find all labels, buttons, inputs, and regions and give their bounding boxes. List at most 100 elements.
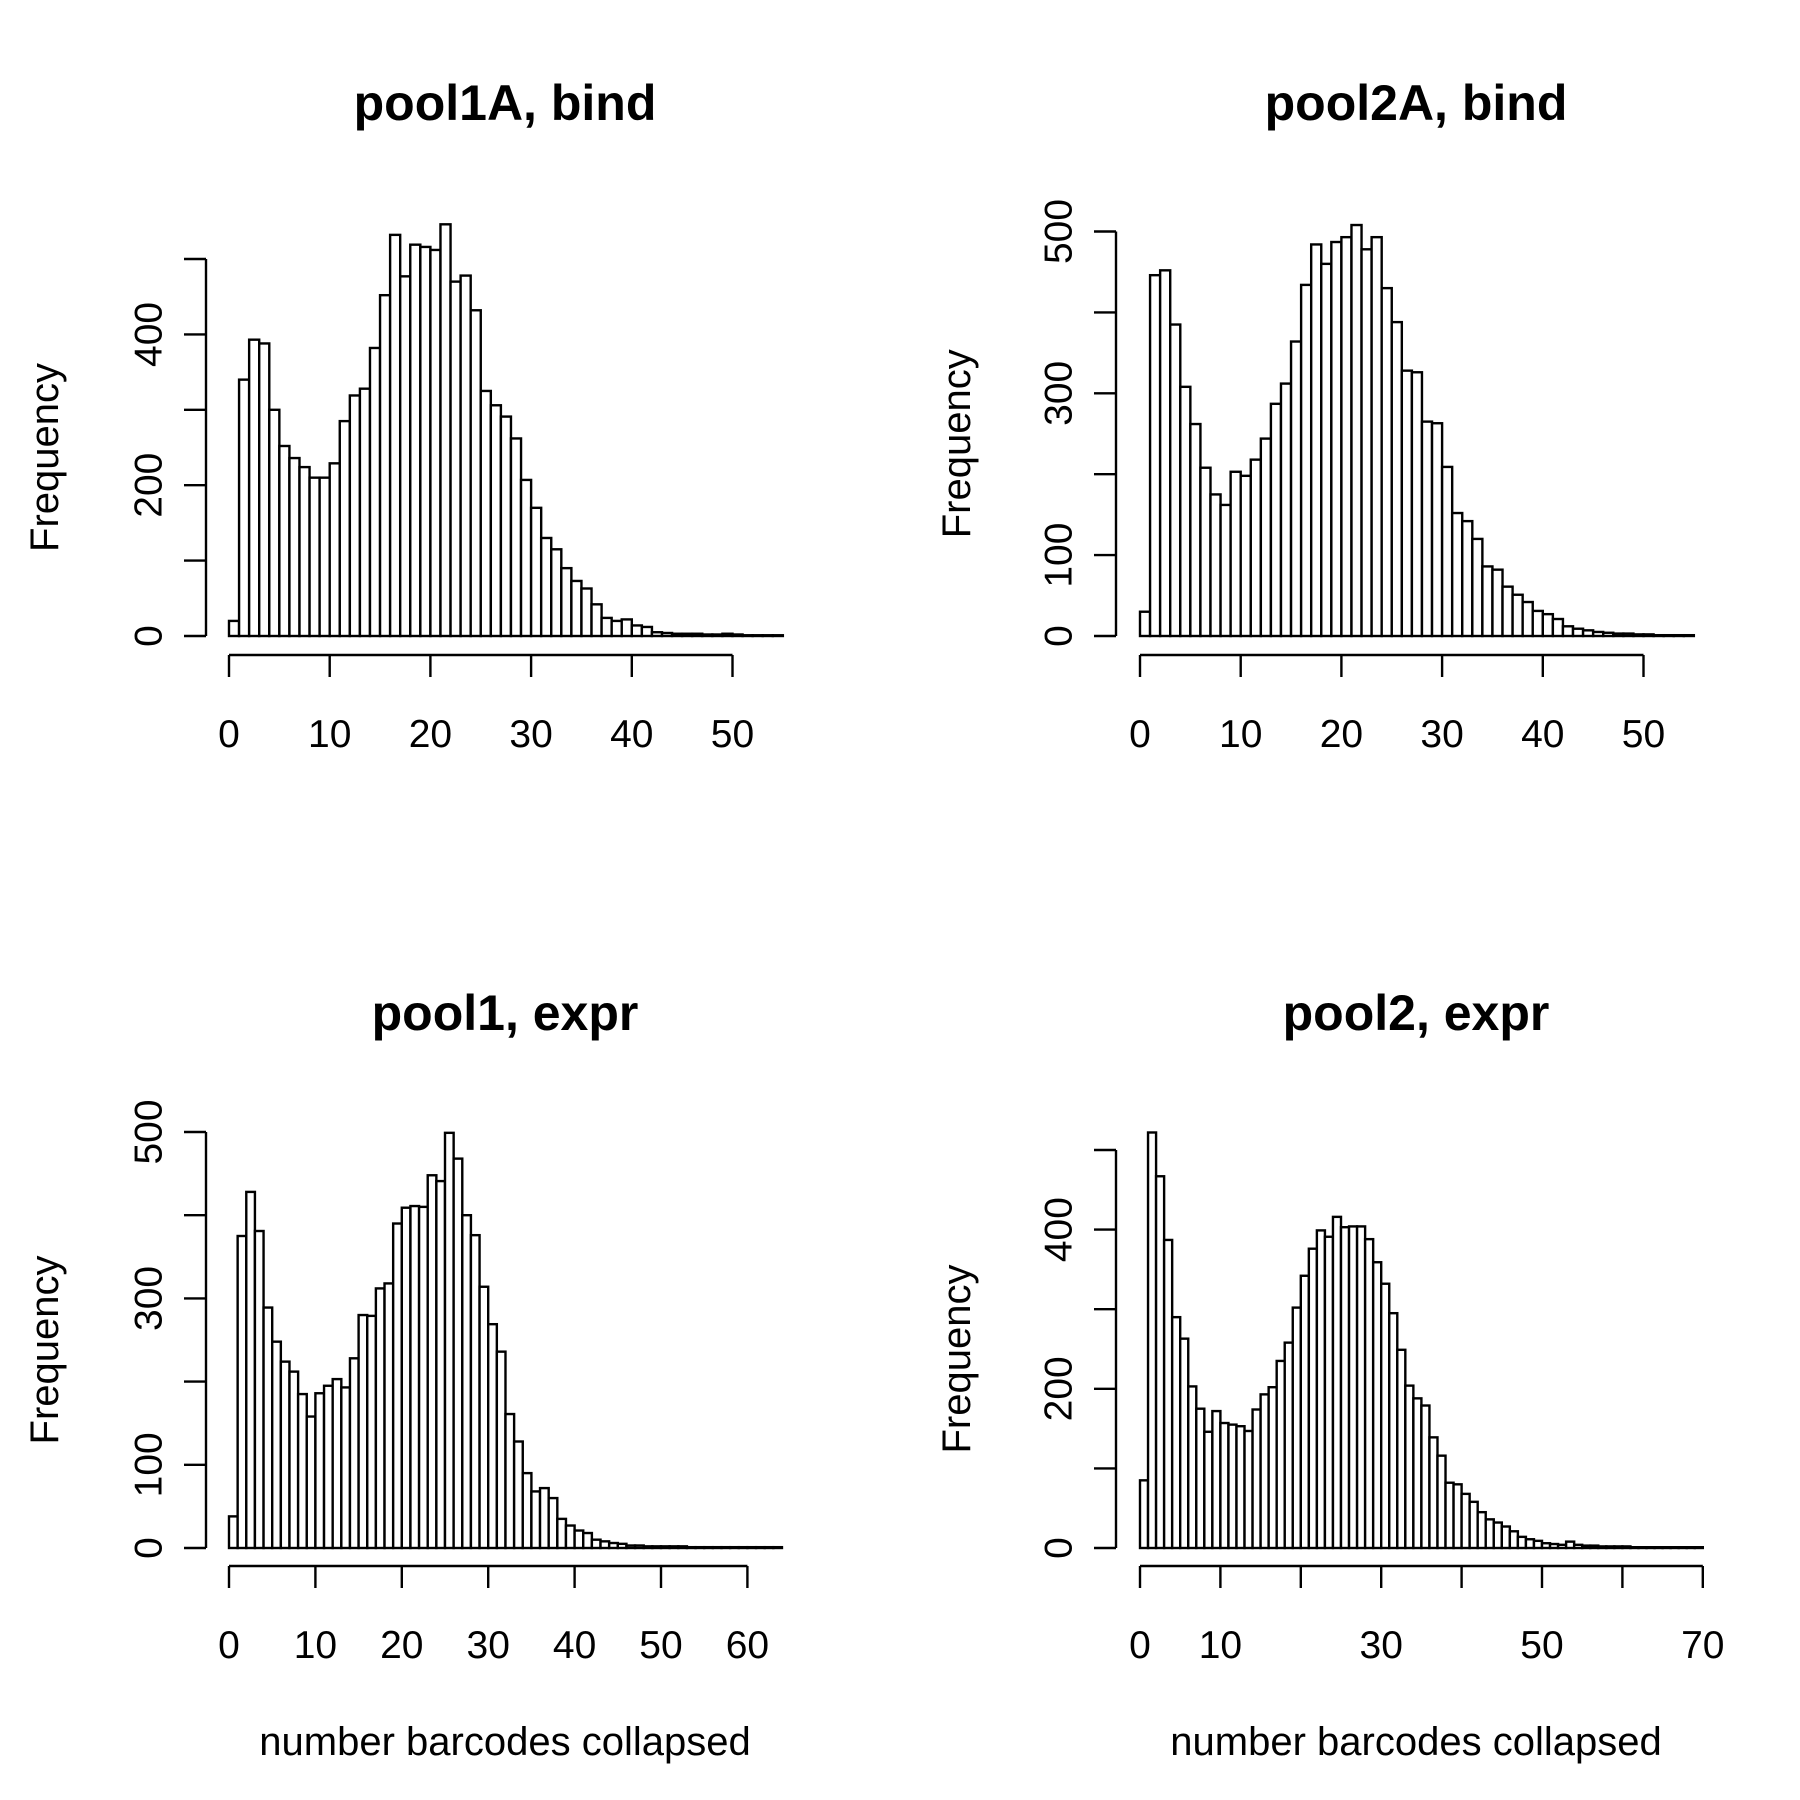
histogram-bar bbox=[1541, 612, 1555, 638]
x-tick-label: 20 bbox=[409, 713, 452, 756]
histogram-bar bbox=[1551, 617, 1565, 638]
histogram-bar bbox=[668, 1545, 680, 1550]
histogram-bar bbox=[1170, 1315, 1182, 1550]
y-tick-label: 300 bbox=[128, 1266, 171, 1331]
histogram-bar bbox=[1309, 243, 1323, 638]
x-tick-label: 10 bbox=[1199, 1624, 1242, 1667]
x-tick-label: 50 bbox=[711, 713, 754, 756]
x-tick-label: 20 bbox=[1320, 713, 1363, 756]
histogram-bar bbox=[298, 465, 311, 638]
histogram-bar bbox=[580, 587, 593, 638]
histogram-bar bbox=[1390, 320, 1404, 638]
histogram-bar bbox=[368, 346, 382, 638]
histogram-bar bbox=[556, 1517, 568, 1550]
histogram-bar bbox=[1661, 1546, 1672, 1550]
y-tick-label: 300 bbox=[1038, 361, 1081, 426]
histogram-bar bbox=[1613, 1545, 1624, 1550]
histogram-bar bbox=[1685, 1546, 1696, 1550]
histogram-bar bbox=[400, 1206, 412, 1550]
histogram-bar bbox=[1211, 1409, 1222, 1550]
histogram-bar bbox=[236, 1234, 248, 1550]
histogram-bar bbox=[305, 1415, 317, 1550]
histogram-bar bbox=[1412, 1397, 1423, 1550]
chart-title: pool2, expr bbox=[1283, 985, 1550, 1041]
histogram-bar bbox=[1195, 1407, 1206, 1550]
x-tick-label: 40 bbox=[1521, 713, 1564, 756]
histogram-bar bbox=[720, 1545, 732, 1550]
y-tick-label: 0 bbox=[128, 1537, 171, 1559]
histogram-bar bbox=[1267, 1386, 1278, 1550]
histogram-bar bbox=[1269, 402, 1283, 638]
histogram-bar bbox=[1323, 1235, 1335, 1550]
y-tick-label: 100 bbox=[128, 1432, 171, 1497]
histogram-bar bbox=[1388, 1311, 1399, 1550]
histogram-bar bbox=[1682, 633, 1696, 638]
histogram-bar bbox=[328, 462, 341, 638]
histogram-bar bbox=[1516, 1535, 1528, 1550]
histogram-bar bbox=[479, 389, 493, 638]
histogram-bar bbox=[487, 1322, 499, 1550]
histogram-bar bbox=[288, 456, 301, 638]
histogram-bar bbox=[550, 548, 563, 638]
histogram-bar bbox=[1148, 273, 1162, 638]
histogram-bar bbox=[1363, 1237, 1375, 1550]
histogram-bar bbox=[1162, 1238, 1174, 1550]
histogram-bar bbox=[1564, 1540, 1576, 1550]
histogram-bar bbox=[348, 394, 362, 638]
histogram-bar bbox=[1476, 1510, 1487, 1550]
histogram-bar bbox=[1677, 1546, 1688, 1550]
x-tick-label: 0 bbox=[218, 1624, 240, 1667]
histogram-bar bbox=[1275, 1359, 1286, 1550]
histogram-bar bbox=[1672, 633, 1685, 638]
histogram-bar bbox=[262, 1306, 274, 1550]
histogram-bar bbox=[772, 1545, 784, 1550]
histogram-bar bbox=[1299, 283, 1313, 638]
histogram-bar bbox=[227, 1515, 239, 1550]
histogram-bar bbox=[1622, 632, 1635, 638]
histogram-bar bbox=[443, 1131, 455, 1550]
histogram-bar bbox=[1219, 503, 1232, 638]
histogram-bar bbox=[1452, 1483, 1463, 1550]
histogram-bar bbox=[1283, 1341, 1294, 1550]
histogram-bar bbox=[469, 1233, 481, 1550]
histogram-bar bbox=[519, 478, 533, 638]
histogram-bar bbox=[547, 1496, 559, 1550]
histogram-bar bbox=[1203, 1430, 1214, 1550]
histogram-bar bbox=[398, 275, 412, 638]
histogram-bar bbox=[573, 1529, 585, 1550]
histogram-bar bbox=[1532, 1539, 1544, 1550]
histogram-bar bbox=[374, 1287, 386, 1550]
histogram-bar bbox=[495, 1350, 507, 1550]
histogram-bar bbox=[1189, 422, 1202, 638]
histogram-bar bbox=[746, 1545, 758, 1550]
histogram-bar bbox=[1450, 511, 1464, 638]
histogram-bar bbox=[1669, 1546, 1680, 1550]
histogram-bar bbox=[1621, 1545, 1632, 1550]
histogram-bar bbox=[1637, 1546, 1648, 1550]
histogram-bar bbox=[670, 632, 684, 638]
histogram-bar bbox=[1307, 1247, 1319, 1550]
histogram-bar bbox=[1556, 1543, 1568, 1550]
histogram-bar bbox=[1428, 1436, 1439, 1550]
x-tick-label: 30 bbox=[467, 1624, 510, 1667]
histogram-bar bbox=[1511, 593, 1524, 638]
histogram-bar bbox=[650, 631, 664, 638]
histogram-bar bbox=[570, 579, 583, 638]
histogram-bar bbox=[1320, 262, 1333, 638]
histogram-bar bbox=[1581, 629, 1595, 638]
x-tick-label: 10 bbox=[1219, 713, 1262, 756]
histogram-bar bbox=[701, 633, 714, 638]
histogram-bar bbox=[711, 1545, 723, 1550]
histogram-bar bbox=[1396, 1348, 1407, 1550]
histogram-bar bbox=[660, 631, 674, 638]
histogram-bar bbox=[1572, 1543, 1584, 1550]
histogram-bar bbox=[1315, 1229, 1327, 1550]
y-tick-label: 500 bbox=[1038, 199, 1081, 264]
histogram-bar bbox=[1291, 1306, 1303, 1550]
histogram-bar bbox=[1589, 1544, 1600, 1550]
histogram-bar bbox=[1299, 1274, 1311, 1550]
histogram-bar bbox=[1154, 1175, 1166, 1550]
x-tick-label: 40 bbox=[553, 1624, 596, 1667]
y-tick-label: 0 bbox=[1038, 1537, 1081, 1559]
histogram-bar bbox=[1360, 248, 1373, 638]
